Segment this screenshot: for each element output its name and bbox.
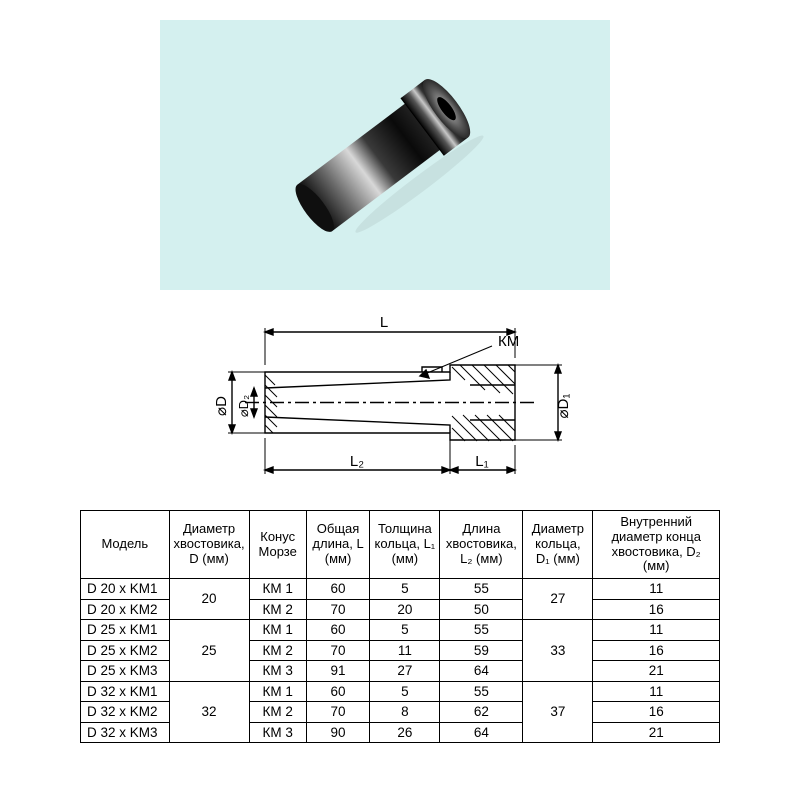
cell-model: D 25 x KM1 bbox=[81, 620, 170, 641]
cell-morse: КМ 3 bbox=[249, 661, 306, 682]
cell-model: D 25 x KM3 bbox=[81, 661, 170, 682]
cell-L2: 55 bbox=[440, 620, 523, 641]
cell-L2: 55 bbox=[440, 579, 523, 600]
cell-L: 60 bbox=[306, 579, 370, 600]
cell-D1: 27 bbox=[523, 579, 593, 620]
cell-L: 60 bbox=[306, 620, 370, 641]
cell-D1: 33 bbox=[523, 620, 593, 682]
cell-L: 91 bbox=[306, 661, 370, 682]
cell-D2: 16 bbox=[593, 599, 720, 620]
dim-label-D: ⌀D bbox=[213, 396, 230, 416]
cell-morse: КМ 2 bbox=[249, 702, 306, 723]
cell-L1: 5 bbox=[370, 681, 440, 702]
th-L2: Длина хвостовика, L₂ (мм) bbox=[440, 511, 523, 579]
cell-L1: 11 bbox=[370, 640, 440, 661]
th-L1: Толщина кольца, L₁ (мм) bbox=[370, 511, 440, 579]
dim-label-D2: ⌀D₂ bbox=[236, 395, 251, 417]
table-row: D 32 x KM132КМ 1605553711 bbox=[81, 681, 720, 702]
cell-L1: 27 bbox=[370, 661, 440, 682]
cell-L: 70 bbox=[306, 599, 370, 620]
spec-table: Модель Диаметр хвостовика, D (мм) Конус … bbox=[80, 510, 720, 743]
cell-model: D 32 x KM1 bbox=[81, 681, 170, 702]
cell-D: 32 bbox=[169, 681, 249, 743]
dim-label-KM: КМ bbox=[498, 333, 519, 350]
cell-morse: КМ 1 bbox=[249, 620, 306, 641]
cell-model: D 20 x KM1 bbox=[81, 579, 170, 600]
dim-label-L2: L₂ bbox=[350, 453, 364, 470]
cell-L: 70 bbox=[306, 702, 370, 723]
th-D1: Диаметр кольца, D₁ (мм) bbox=[523, 511, 593, 579]
spec-table-wrap: Модель Диаметр хвостовика, D (мм) Конус … bbox=[80, 510, 720, 743]
cell-L1: 5 bbox=[370, 579, 440, 600]
cell-D2: 21 bbox=[593, 661, 720, 682]
cell-morse: КМ 1 bbox=[249, 579, 306, 600]
th-D: Диаметр хвостовика, D (мм) bbox=[169, 511, 249, 579]
cell-L: 60 bbox=[306, 681, 370, 702]
cell-model: D 25 x KM2 bbox=[81, 640, 170, 661]
cell-L1: 20 bbox=[370, 599, 440, 620]
cell-D: 25 bbox=[169, 620, 249, 682]
cell-morse: КМ 2 bbox=[249, 640, 306, 661]
cell-D2: 11 bbox=[593, 620, 720, 641]
cell-model: D 20 x KM2 bbox=[81, 599, 170, 620]
cell-L2: 62 bbox=[440, 702, 523, 723]
cell-L1: 8 bbox=[370, 702, 440, 723]
cell-morse: КМ 2 bbox=[249, 599, 306, 620]
product-photo bbox=[160, 20, 610, 290]
sleeve-render-icon bbox=[235, 50, 535, 260]
cell-morse: КМ 1 bbox=[249, 681, 306, 702]
cell-D1: 37 bbox=[523, 681, 593, 743]
cell-D2: 11 bbox=[593, 579, 720, 600]
cell-L: 70 bbox=[306, 640, 370, 661]
cell-L1: 5 bbox=[370, 620, 440, 641]
technical-diagram: L КМ ⌀D ⌀D₂ bbox=[170, 310, 610, 490]
cell-D2: 21 bbox=[593, 722, 720, 743]
cell-morse: КМ 3 bbox=[249, 722, 306, 743]
th-model: Модель bbox=[81, 511, 170, 579]
dim-label-D1: ⌀D₁ bbox=[555, 394, 572, 419]
cell-L2: 50 bbox=[440, 599, 523, 620]
table-row: D 20 x KM120КМ 1605552711 bbox=[81, 579, 720, 600]
cell-L2: 64 bbox=[440, 661, 523, 682]
th-morse: Конус Морзе bbox=[249, 511, 306, 579]
th-L: Общая длина, L (мм) bbox=[306, 511, 370, 579]
th-D2: Внутренний диаметр конца хвостовика, D₂ … bbox=[593, 511, 720, 579]
cell-model: D 32 x KM2 bbox=[81, 702, 170, 723]
dim-label-L1: L₁ bbox=[475, 453, 488, 470]
cell-L2: 64 bbox=[440, 722, 523, 743]
table-row: D 25 x KM125КМ 1605553311 bbox=[81, 620, 720, 641]
cell-D2: 11 bbox=[593, 681, 720, 702]
cell-model: D 32 x KM3 bbox=[81, 722, 170, 743]
cell-L: 90 bbox=[306, 722, 370, 743]
table-header-row: Модель Диаметр хвостовика, D (мм) Конус … bbox=[81, 511, 720, 579]
cell-L1: 26 bbox=[370, 722, 440, 743]
cell-D2: 16 bbox=[593, 702, 720, 723]
cell-L2: 59 bbox=[440, 640, 523, 661]
page: L КМ ⌀D ⌀D₂ bbox=[0, 0, 800, 800]
cell-L2: 55 bbox=[440, 681, 523, 702]
cell-D2: 16 bbox=[593, 640, 720, 661]
dim-label-L: L bbox=[380, 314, 388, 331]
cell-D: 20 bbox=[169, 579, 249, 620]
